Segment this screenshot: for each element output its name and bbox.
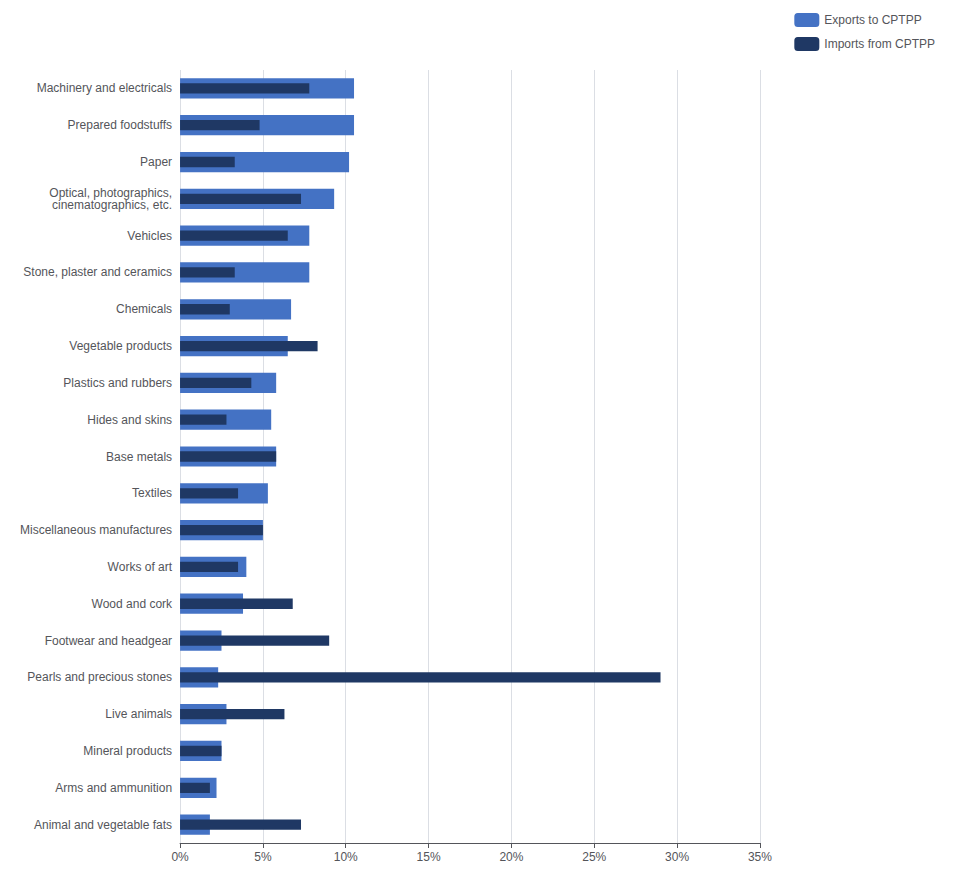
svg-text:10%: 10% [334,850,358,864]
svg-text:Prepared foodstuffs: Prepared foodstuffs [68,118,173,132]
svg-text:35%: 35% [748,850,772,864]
svg-text:Stone, plaster and ceramics: Stone, plaster and ceramics [23,265,172,279]
svg-text:Footwear and headgear: Footwear and headgear [45,634,172,648]
svg-text:Textiles: Textiles [132,486,172,500]
svg-text:Miscellaneous manufactures: Miscellaneous manufactures [20,523,172,537]
svg-text:25%: 25% [582,850,606,864]
svg-text:Hides and skins: Hides and skins [87,413,172,427]
svg-text:Base metals: Base metals [106,450,172,464]
svg-text:Vegetable products: Vegetable products [69,339,172,353]
svg-text:Works of art: Works of art [108,560,173,574]
svg-text:Vehicles: Vehicles [127,229,172,243]
svg-text:Chemicals: Chemicals [116,302,172,316]
svg-text:Animal and vegetable fats: Animal and vegetable fats [34,818,172,832]
svg-text:5%: 5% [254,850,272,864]
svg-text:Imports from CPTPP: Imports from CPTPP [824,37,935,51]
svg-text:Wood and cork: Wood and cork [92,597,173,611]
svg-text:15%: 15% [417,850,441,864]
svg-text:0%: 0% [171,850,189,864]
svg-text:cinematographics, etc.: cinematographics, etc. [52,198,172,212]
svg-text:Arms and ammunition: Arms and ammunition [55,781,172,795]
svg-text:Optical, photographics,: Optical, photographics, [49,185,173,200]
svg-text:Paper: Paper [140,155,172,169]
svg-text:Exports to CPTPP: Exports to CPTPP [824,13,921,27]
svg-text:20%: 20% [499,850,523,864]
svg-text:30%: 30% [665,850,689,864]
svg-text:Machinery and electricals: Machinery and electricals [37,81,172,95]
svg-text:Live animals: Live animals [105,707,172,721]
svg-text:Mineral products: Mineral products [83,744,172,758]
svg-text:Plastics and rubbers: Plastics and rubbers [63,376,172,390]
svg-text:Pearls and precious stones: Pearls and precious stones [27,670,172,684]
